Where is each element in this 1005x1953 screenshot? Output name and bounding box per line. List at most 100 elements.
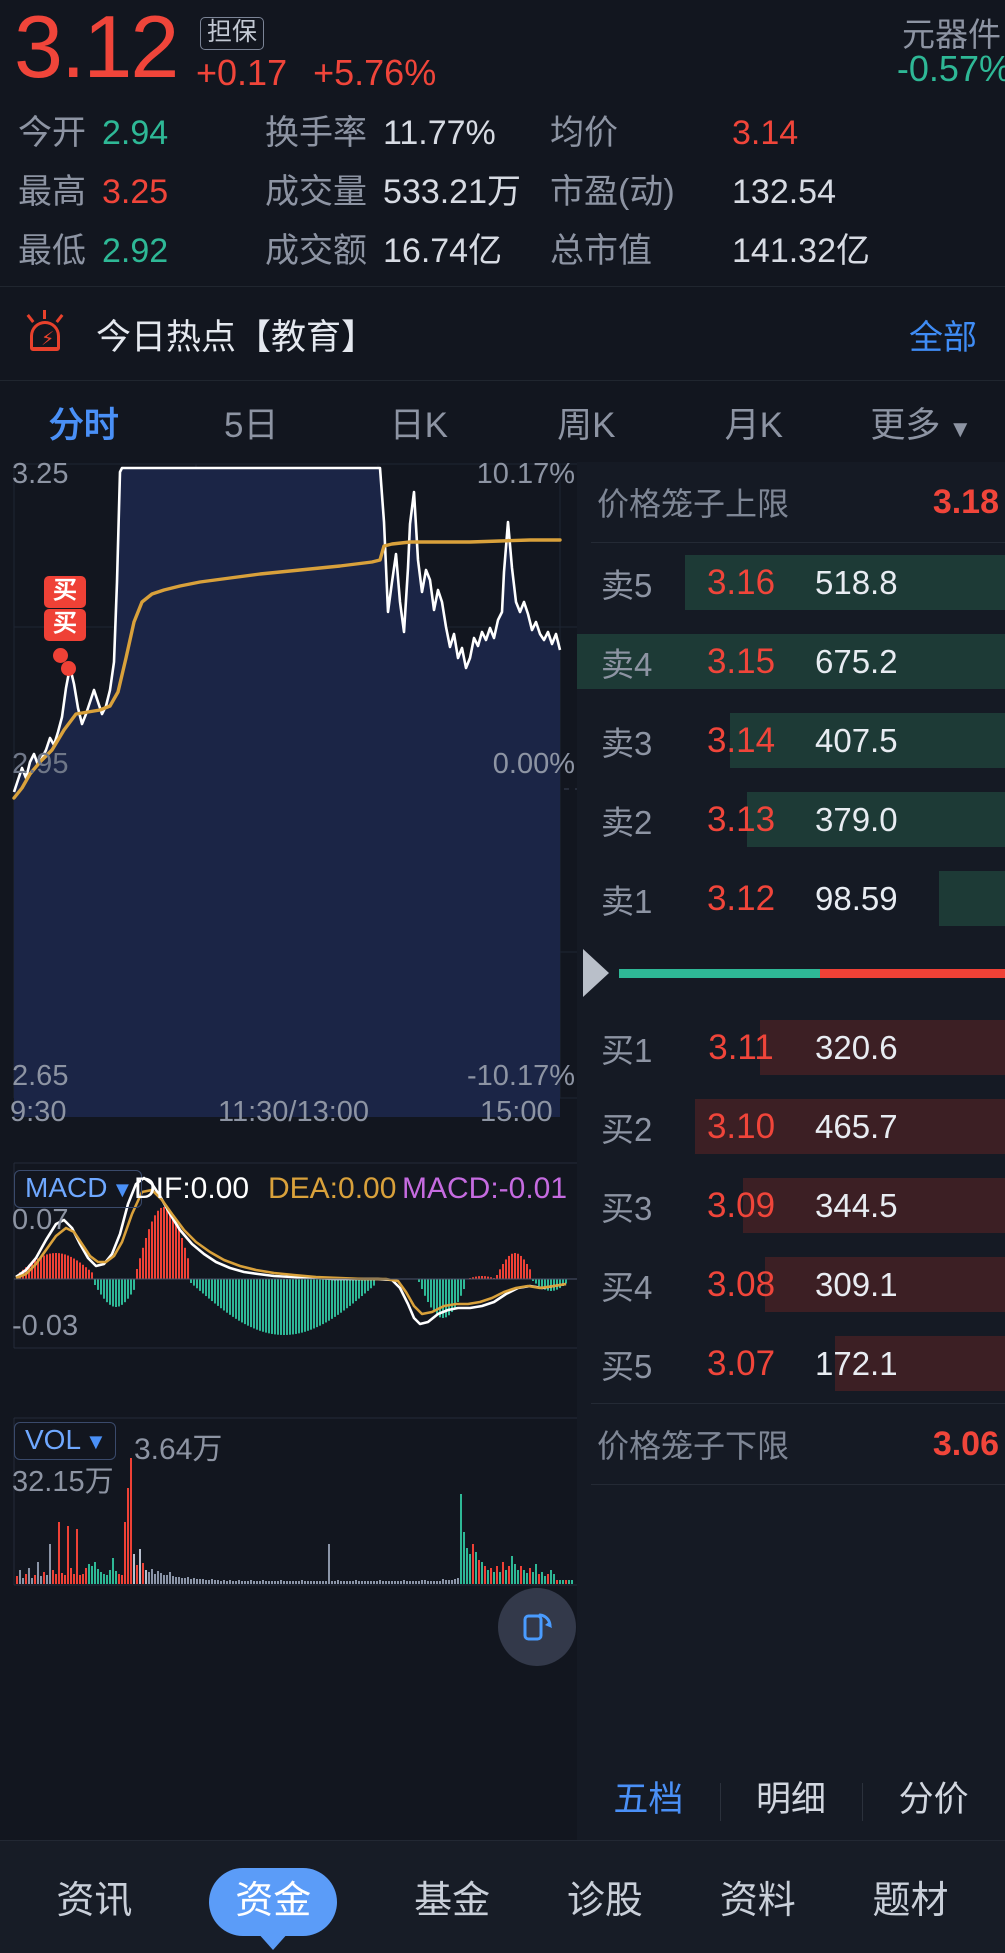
nav-item-fund[interactable]: 基金	[414, 1880, 491, 1922]
depth-bar	[760, 1020, 1005, 1075]
macd-subchart[interactable]	[0, 1162, 577, 1357]
stat-label: 市盈(动)	[550, 173, 675, 211]
sector-name[interactable]: 元器件	[902, 16, 1001, 53]
rotate-screen-icon	[523, 1613, 552, 1641]
vol-indicator-selector[interactable]: VOL ▼	[14, 1422, 116, 1460]
order-book-row-buy1[interactable]: 买1 3.11 320.6	[577, 1008, 1005, 1087]
order-book-row-buy5[interactable]: 买5 3.07 172.1	[577, 1324, 1005, 1403]
buy-marker-tag[interactable]: 买	[44, 576, 86, 608]
stat-label: 最低	[18, 232, 86, 270]
order-book-row-buy4[interactable]: 买4 3.08 309.1	[577, 1245, 1005, 1324]
stat-label: 今开	[18, 114, 86, 152]
price-cage-lower-label: 价格笼子下限	[597, 1428, 790, 1464]
stat-turnover-rate: 换手率 11.77%	[265, 105, 550, 154]
price-cage-upper-label: 价格笼子上限	[597, 486, 790, 522]
ratio-buy-portion	[819, 968, 1005, 978]
order-book-row-buy2[interactable]: 买2 3.10 465.7	[577, 1087, 1005, 1166]
order-price: 3.12	[706, 878, 776, 918]
nav-active-pill: 资金	[209, 1868, 338, 1936]
order-book-row-sell3[interactable]: 卖3 3.14 407.5	[577, 701, 1005, 780]
stat-label: 均价	[550, 114, 618, 152]
depth-bar	[939, 871, 1005, 926]
hot-topic-all-link[interactable]: 全部	[909, 318, 977, 357]
divider	[591, 542, 1005, 543]
ratio-sell-portion	[619, 968, 820, 978]
divider	[591, 1403, 1005, 1404]
order-book-row-sell2[interactable]: 卖2 3.13 379.0	[577, 780, 1005, 859]
stat-open: 今开 2.94	[0, 105, 265, 154]
price-cage-lower-value: 3.06	[932, 1424, 999, 1463]
stat-volume: 成交量 533.21万	[265, 164, 550, 213]
divider	[0, 1840, 1005, 1841]
tab-more[interactable]: 更多 ▼	[838, 397, 1005, 448]
nav-item-fund-flow[interactable]: 资金	[209, 1868, 338, 1936]
intraday-price-chart[interactable]	[0, 462, 577, 1117]
stat-label: 最高	[18, 173, 86, 211]
stat-label: 总市值	[550, 232, 652, 270]
guarantee-badge: 担保	[200, 17, 265, 50]
sector-change: -0.57%	[896, 48, 1005, 89]
macd-indicator-selector[interactable]: MACD ▼	[14, 1170, 143, 1208]
order-level: 买1	[601, 1031, 653, 1069]
tab-price-distribution[interactable]: 分价	[862, 1771, 1005, 1822]
stat-value: 141.32亿	[732, 232, 870, 270]
tab-five-levels[interactable]: 五档	[613, 1779, 684, 1819]
macd-y-min-label: -0.03	[12, 1310, 79, 1342]
hot-topic-title: 今日热点【教育】	[96, 317, 377, 357]
tab-trade-detail[interactable]: 明细	[719, 1771, 863, 1822]
divider	[0, 380, 1005, 381]
expand-arrow-icon[interactable]	[583, 949, 609, 997]
order-book-row-buy3[interactable]: 买3 3.09 344.5	[577, 1166, 1005, 1245]
order-price: 3.16	[706, 562, 776, 602]
depth-bar	[695, 1099, 1005, 1154]
price-cage-upper-value: 3.18	[932, 482, 999, 521]
hot-topic-bar[interactable]: ⚡ 今日热点【教育】 全部	[0, 288, 1005, 380]
divider	[0, 286, 1005, 287]
chart-pct-mid-label: 0.00%	[492, 748, 575, 780]
rotate-screen-button[interactable]	[498, 1588, 576, 1666]
order-level: 买3	[601, 1189, 653, 1227]
nav-item-theme[interactable]: 题材	[872, 1880, 949, 1922]
chart-pane[interactable]: 3.25 2.95 2.65 10.17% 0.00% -10.17% 9:30…	[0, 458, 577, 1840]
last-price: 3.12	[14, 0, 179, 96]
stats-row: 今开 2.94 换手率 11.77% 均价 3.14	[0, 100, 1005, 159]
tab-label: 分时	[48, 405, 119, 445]
order-book-row-sell1[interactable]: 卖1 3.12 98.59	[577, 859, 1005, 938]
tab-weekly-k[interactable]: 周K	[503, 397, 671, 448]
stat-value: 2.92	[102, 232, 169, 270]
buy-marker-tag[interactable]: 买	[44, 609, 86, 641]
depth-bar	[685, 555, 1005, 610]
price-cage-lower: 价格笼子下限 3.06	[577, 1404, 1005, 1484]
stat-label: 换手率	[265, 114, 367, 152]
stats-row: 最低 2.92 成交额 16.74亿 总市值 141.32亿	[0, 218, 1005, 277]
chart-x-mid-label: 11:30/13:00	[218, 1096, 370, 1128]
order-book-row-sell5[interactable]: 卖5 3.16 518.8	[577, 543, 1005, 622]
chevron-down-icon: ▼	[85, 1429, 107, 1454]
nav-item-profile[interactable]: 资料	[719, 1880, 796, 1922]
tab-daily-k[interactable]: 日K	[335, 397, 503, 448]
order-quantity: 518.8	[815, 563, 898, 601]
nav-item-news[interactable]: 资讯	[56, 1880, 133, 1922]
tab-fenshi[interactable]: 分时	[0, 397, 168, 448]
order-price: 3.07	[706, 1343, 776, 1383]
bottom-nav: 资讯 资金 基金 诊股 资料 题材	[0, 1840, 1005, 1953]
order-level: 买2	[601, 1110, 653, 1148]
macd-y-max-label: 0.07	[12, 1204, 69, 1236]
stat-value: 3.14	[732, 114, 799, 152]
order-quantity: 309.1	[815, 1265, 898, 1303]
tab-label: 月K	[724, 405, 783, 445]
siren-icon: ⚡	[22, 310, 68, 357]
depth-bar	[765, 1257, 1005, 1312]
stat-value: 533.21万	[383, 173, 521, 211]
order-quantity: 172.1	[815, 1344, 898, 1382]
nav-item-diagnosis[interactable]: 诊股	[566, 1880, 643, 1922]
depth-bar	[747, 792, 1005, 847]
volume-subchart[interactable]	[0, 1417, 577, 1592]
chart-y-min-label: 2.65	[12, 1060, 69, 1092]
tab-label: 5日	[224, 405, 279, 445]
tab-monthly-k[interactable]: 月K	[670, 397, 838, 448]
order-price: 3.14	[706, 720, 776, 760]
order-quantity: 465.7	[815, 1107, 898, 1145]
order-book-row-sell4[interactable]: 卖4 3.15 675.2	[577, 622, 1005, 701]
tab-5day[interactable]: 5日	[168, 397, 336, 448]
